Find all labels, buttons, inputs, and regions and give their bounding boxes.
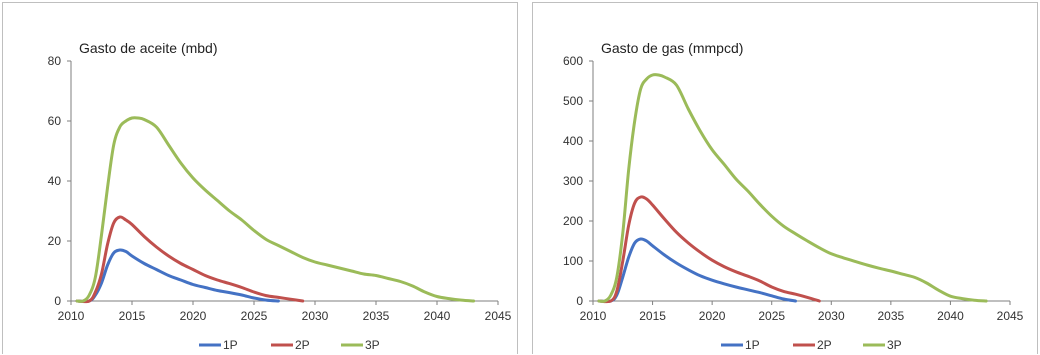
oil-series-1p-line	[75, 248, 280, 303]
gas-x-tick-label: 2010	[580, 309, 607, 323]
gas-x-tick-label: 2030	[818, 309, 845, 323]
oil-y-tick-label: 0	[54, 294, 61, 308]
gas-x-tick-label: 2020	[699, 309, 726, 323]
oil-legend-label-3p: 3P	[365, 338, 380, 352]
gas-chart-title: Gasto de gas (mmpcd)	[601, 40, 743, 56]
gas-x-tick-label: 2025	[758, 309, 785, 323]
oil-y-tick-label: 40	[48, 174, 62, 188]
oil-y-tick-label: 80	[48, 54, 62, 68]
oil-x-tick-label: 2025	[241, 309, 268, 323]
oil-chart-title: Gasto de aceite (mbd)	[79, 40, 218, 56]
gas-legend-label-2p: 2P	[817, 338, 832, 352]
oil-y-tick-label: 20	[48, 234, 62, 248]
gas-y-tick-label: 600	[563, 54, 583, 68]
gas-x-tick-label: 2035	[878, 309, 905, 323]
gas-series-2p-line	[597, 195, 821, 304]
oil-series-2p-line	[75, 215, 305, 304]
gas-y-tick-label: 200	[563, 214, 583, 228]
gas-series-1p-line	[597, 237, 798, 303]
oil-series-3p-line	[75, 116, 476, 303]
oil-chart-panel: 0 20 40 60 80 2010 2015 2020 2025 2030 2035 2040 204…	[2, 2, 518, 354]
oil-x-tick-label: 2010	[58, 309, 85, 323]
gas-y-tick-label: 0	[576, 294, 583, 308]
oil-x-tick-label: 2035	[363, 309, 390, 323]
gas-y-tick-label: 500	[563, 94, 583, 108]
gas-y-tick-label: 300	[563, 174, 583, 188]
oil-legend-label-1p: 1P	[223, 338, 238, 352]
oil-y-tick-label: 60	[48, 114, 62, 128]
gas-x-tick-label: 2015	[639, 309, 666, 323]
oil-x-tick-label: 2040	[424, 309, 451, 323]
gas-chart-svg: 0 100 200 300 400 500 600 2010 2015 2020 2025 2030 2…	[563, 40, 1024, 352]
gas-x-tick-label: 2045	[997, 309, 1024, 323]
gas-legend-label-3p: 3P	[887, 338, 902, 352]
oil-legend-label-2p: 2P	[295, 338, 310, 352]
gas-series-3p-line	[597, 73, 988, 303]
gas-legend-label-1p: 1P	[745, 338, 760, 352]
gas-chart-panel: 0 100 200 300 400 500 600 2010 2015 2020 2025 2030 2…	[532, 2, 1038, 354]
oil-x-tick-label: 2020	[180, 309, 207, 323]
oil-x-tick-label: 2015	[119, 309, 146, 323]
gas-x-tick-label: 2040	[937, 309, 964, 323]
oil-x-tick-label: 2030	[302, 309, 329, 323]
gas-y-tick-label: 100	[563, 254, 583, 268]
gas-y-tick-label: 400	[563, 134, 583, 148]
oil-x-tick-label: 2045	[485, 309, 512, 323]
